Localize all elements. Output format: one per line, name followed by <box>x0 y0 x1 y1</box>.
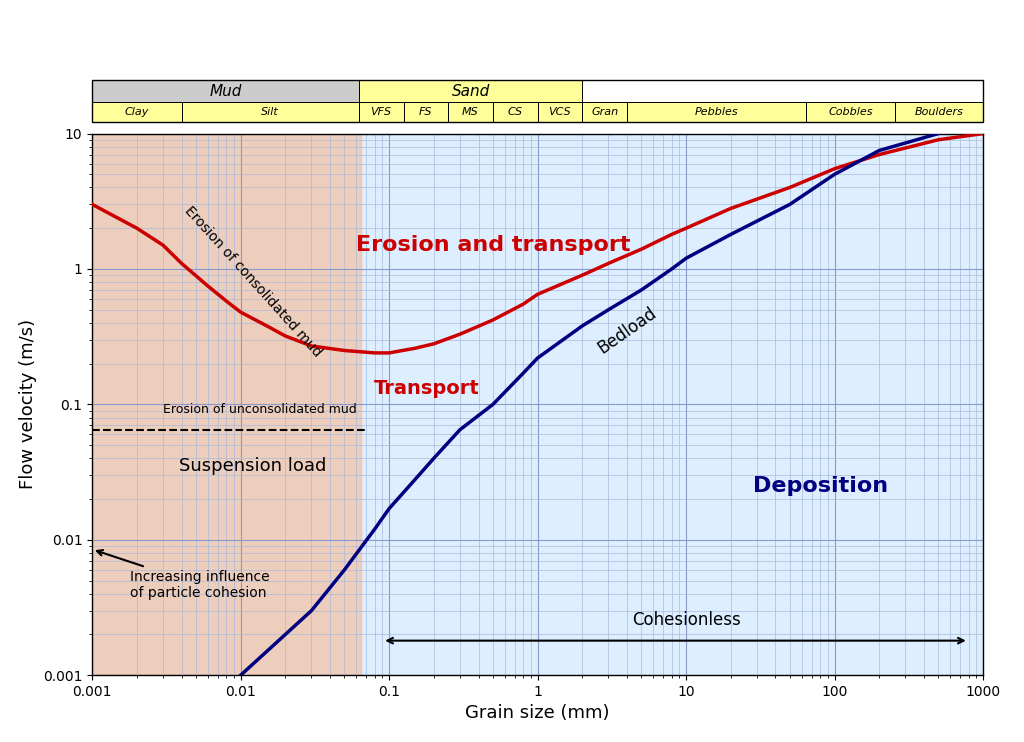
Text: FS: FS <box>419 108 432 117</box>
Text: CS: CS <box>508 108 523 117</box>
Text: Erosion of unconsolidated mud: Erosion of unconsolidated mud <box>163 403 356 416</box>
Text: Clay: Clay <box>125 108 150 117</box>
Text: Cobbles: Cobbles <box>828 108 872 117</box>
Text: Gran: Gran <box>591 108 618 117</box>
Text: Deposition: Deposition <box>753 476 888 496</box>
Text: Pebbles: Pebbles <box>694 108 738 117</box>
Text: Erosion of consolidated mud: Erosion of consolidated mud <box>181 204 324 360</box>
Text: VCS: VCS <box>549 108 571 117</box>
Text: MS: MS <box>462 108 479 117</box>
Text: Increasing influence
of particle cohesion: Increasing influence of particle cohesio… <box>97 550 269 600</box>
Bar <box>92 134 361 675</box>
Text: Cohesionless: Cohesionless <box>632 611 740 629</box>
Text: Silt: Silt <box>261 108 280 117</box>
Text: Suspension load: Suspension load <box>179 457 326 475</box>
X-axis label: Grain size (mm): Grain size (mm) <box>465 704 610 723</box>
Text: Mud: Mud <box>209 84 242 99</box>
Text: Erosion and transport: Erosion and transport <box>355 235 630 255</box>
Text: Transport: Transport <box>374 379 480 398</box>
Y-axis label: Flow velocity (m/s): Flow velocity (m/s) <box>19 319 38 490</box>
Text: Bedload: Bedload <box>594 304 659 358</box>
Text: Boulders: Boulders <box>914 108 964 117</box>
Text: Sand: Sand <box>452 84 489 99</box>
Text: VFS: VFS <box>371 108 392 117</box>
